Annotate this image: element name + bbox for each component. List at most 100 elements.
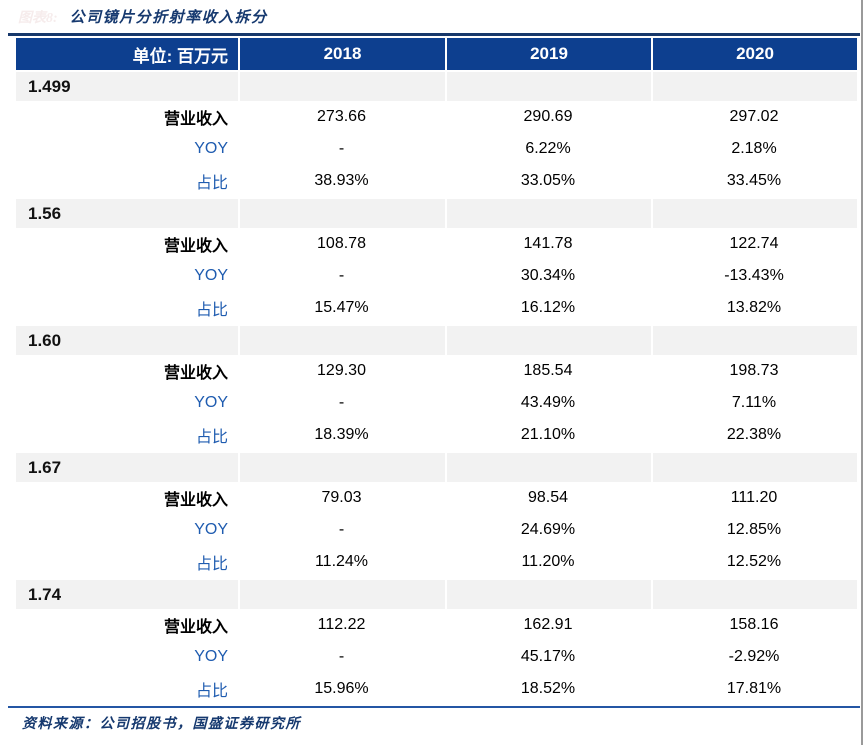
refractive-index-group: 1.74 营业收入 112.22 162.91 158.16 YOY - 45.17% -2.… (16, 580, 857, 705)
value-cell: 112.22 (317, 616, 366, 633)
value-cell: 185.54 (523, 362, 573, 379)
table-row: YOY - 6.22% 2.18% (16, 133, 857, 165)
table-row: 占比 18.39% 21.10% 22.38% (16, 419, 857, 451)
column-header-2020: 2020 (651, 38, 857, 70)
row-label: YOY (194, 521, 228, 538)
value-cell: - (338, 267, 345, 284)
row-label: 营业收入 (163, 365, 228, 382)
refractive-index-label: 1.56 (28, 203, 62, 223)
value-cell: 12.85% (726, 521, 782, 538)
group-header-row: 1.74 (16, 580, 857, 609)
table-row: YOY - 45.17% -2.92% (16, 641, 857, 673)
row-label: 占比 (195, 429, 228, 446)
row-label: 营业收入 (163, 492, 228, 509)
group-spacer-cell (651, 453, 857, 482)
row-label: 营业收入 (163, 111, 228, 128)
value-cell: 15.47% (314, 299, 369, 316)
table-row: 占比 38.93% 33.05% 33.45% (16, 165, 857, 197)
row-label: YOY (194, 267, 228, 284)
group-spacer-cell (651, 326, 857, 355)
table-row: 营业收入 79.03 98.54 111.20 (16, 482, 857, 514)
value-cell: 21.10% (520, 426, 576, 443)
value-cell: 2.18% (731, 140, 777, 157)
table-body: 1.499 营业收入 273.66 290.69 297.02 YOY - 6.22% 2.1… (16, 72, 857, 705)
value-cell: 11.20% (521, 553, 575, 570)
table-header-row: 单位: 百万元 2018 2019 2020 (16, 38, 857, 70)
table-row: 占比 15.47% 16.12% 13.82% (16, 292, 857, 324)
value-cell: 158.16 (729, 616, 779, 633)
row-label: 营业收入 (163, 619, 228, 636)
table-top-border (8, 33, 860, 36)
value-cell: 273.66 (317, 108, 366, 125)
figure-number-label: 图表8: (18, 11, 58, 26)
group-header-row: 1.60 (16, 326, 857, 355)
group-header-row: 1.499 (16, 72, 857, 101)
refractive-index-group: 1.56 营业收入 108.78 141.78 122.74 YOY - 30.34% -13… (16, 199, 857, 324)
value-cell: - (338, 394, 345, 411)
row-label: YOY (194, 140, 228, 157)
group-header-row: 1.67 (16, 453, 857, 482)
value-cell: 129.30 (317, 362, 366, 379)
value-cell: 45.17% (520, 648, 576, 665)
group-spacer-cell (445, 199, 651, 228)
group-header-row: 1.56 (16, 199, 857, 228)
value-cell: - (338, 140, 345, 157)
row-label: YOY (194, 394, 228, 411)
value-cell: 15.96% (314, 680, 369, 697)
value-cell: 43.49% (520, 394, 576, 411)
row-label: 占比 (195, 556, 228, 573)
value-cell: 24.69% (520, 521, 576, 538)
group-spacer-cell (651, 199, 857, 228)
refractive-index-label: 1.499 (28, 76, 71, 96)
refractive-index-group: 1.67 营业收入 79.03 98.54 111.20 YOY - 24.69% 12.85… (16, 453, 857, 578)
group-spacer-cell (238, 72, 445, 101)
table-row: 占比 15.96% 18.52% 17.81% (16, 673, 857, 705)
table-row: 营业收入 108.78 141.78 122.74 (16, 228, 857, 260)
table-row: YOY - 24.69% 12.85% (16, 514, 857, 546)
value-cell: 79.03 (321, 489, 362, 506)
group-spacer-cell (238, 580, 445, 609)
group-spacer-cell (238, 453, 445, 482)
value-cell: 17.81% (726, 680, 782, 697)
table-row: YOY - 30.34% -13.43% (16, 260, 857, 292)
figure-title: 公司镜片分折射率收入拆分 (69, 10, 268, 26)
value-cell: 16.12% (520, 299, 576, 316)
value-cell: - (338, 521, 345, 538)
value-cell: 33.45% (726, 172, 782, 189)
group-spacer-cell (238, 326, 445, 355)
value-cell: - (338, 648, 345, 665)
value-cell: 18.52% (520, 680, 576, 697)
figure-caption: 图表8: 公司镜片分折射率收入拆分 (0, 0, 866, 31)
value-cell: 198.73 (729, 362, 779, 379)
refractive-index-label: 1.74 (28, 584, 62, 604)
value-cell: 13.82% (726, 299, 782, 316)
group-spacer-cell (445, 453, 651, 482)
column-header-2018: 2018 (238, 38, 445, 70)
column-header-2019: 2019 (445, 38, 651, 70)
value-cell: -2.92% (728, 648, 780, 665)
row-label: 占比 (195, 175, 228, 192)
group-spacer-cell (238, 199, 445, 228)
value-cell: 12.52% (726, 553, 782, 570)
refractive-index-label: 1.60 (28, 330, 62, 350)
group-spacer-cell (651, 72, 857, 101)
row-label: 占比 (195, 683, 228, 700)
unit-header-cell: 单位: 百万元 (132, 46, 228, 66)
group-spacer-cell (445, 326, 651, 355)
table-row: 营业收入 129.30 185.54 198.73 (16, 355, 857, 387)
value-cell: 297.02 (729, 108, 779, 125)
refractive-index-group: 1.60 营业收入 129.30 185.54 198.73 YOY - 43.49% 7.1… (16, 326, 857, 451)
row-label: 占比 (195, 302, 228, 319)
table-row: YOY - 43.49% 7.11% (16, 387, 857, 419)
value-cell: 111.20 (730, 489, 778, 506)
table-row: 营业收入 112.22 162.91 158.16 (16, 609, 857, 641)
refractive-index-label: 1.67 (28, 457, 62, 477)
value-cell: 22.38% (726, 426, 782, 443)
value-cell: 162.91 (523, 616, 573, 633)
value-cell: 18.39% (314, 426, 369, 443)
value-cell: 98.54 (527, 489, 569, 506)
value-cell: 6.22% (525, 140, 571, 157)
table-row: 占比 11.24% 11.20% 12.52% (16, 546, 857, 578)
value-cell: 122.74 (729, 235, 779, 252)
value-cell: 108.78 (317, 235, 366, 252)
